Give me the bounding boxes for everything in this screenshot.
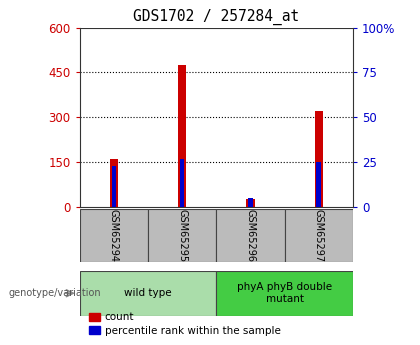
Bar: [80, 271, 216, 316]
Text: GSM65296: GSM65296: [245, 209, 255, 262]
Text: genotype/variation: genotype/variation: [8, 288, 101, 298]
Bar: [315, 111, 323, 207]
Title: GDS1702 / 257284_at: GDS1702 / 257284_at: [133, 9, 299, 25]
Text: GSM65297: GSM65297: [314, 209, 324, 262]
Legend: count, percentile rank within the sample: count, percentile rank within the sample: [85, 308, 285, 340]
Bar: [112, 166, 116, 207]
Bar: [178, 65, 186, 207]
Bar: [248, 198, 253, 207]
Bar: [316, 162, 321, 207]
Text: wild type: wild type: [124, 288, 172, 298]
Bar: [216, 209, 285, 262]
Bar: [246, 199, 255, 207]
Bar: [216, 271, 353, 316]
Bar: [80, 209, 148, 262]
Bar: [110, 159, 118, 207]
Bar: [148, 209, 216, 262]
Text: GSM65294: GSM65294: [109, 209, 119, 262]
Bar: [285, 209, 353, 262]
Text: phyA phyB double
mutant: phyA phyB double mutant: [237, 283, 332, 304]
Text: GSM65295: GSM65295: [177, 209, 187, 262]
Bar: [180, 159, 184, 207]
